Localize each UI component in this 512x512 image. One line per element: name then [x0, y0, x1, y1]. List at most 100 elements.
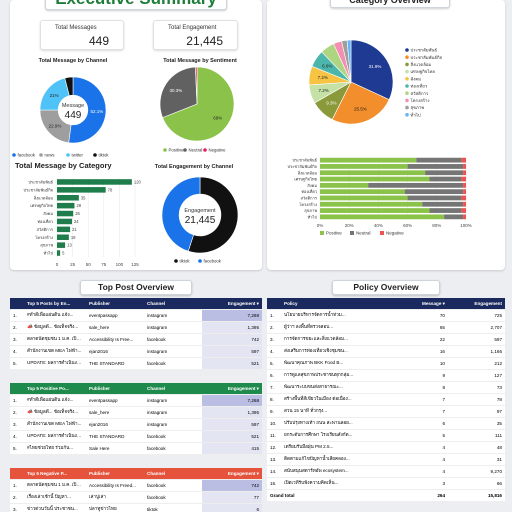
x-tick-label: 25: [70, 262, 76, 267]
table-cell: สวน 15 นาที ทั่วกรุง...: [281, 405, 391, 418]
chart-title: Total Message by Channel: [39, 58, 108, 64]
bar-segment: [320, 170, 426, 176]
bar-segment: [320, 214, 445, 220]
table-cell: UPDATE: ผลการดำเนินงาน...: [24, 357, 86, 370]
bar: [57, 226, 71, 233]
y-tick-label: โครงสร้าง: [35, 235, 53, 240]
total-row: Grand total 264 15,816: [267, 489, 505, 502]
header-row: Top 5 Positive Po... Publisher Channel Enga…: [10, 383, 262, 395]
pie-slice: [161, 176, 201, 252]
table-row: 1. ตลาดนัดชุมชน 1 ม.ค. เปิด... Accessibili…: [10, 479, 262, 492]
header-cell: [10, 383, 24, 395]
legend-label: สุขภาพ: [411, 105, 425, 111]
bar-segment: [463, 214, 466, 220]
table-cell: Accessibility Is Freed...: [86, 479, 144, 492]
slice-label: 6.6%: [322, 64, 332, 69]
header-row: Policy Message ▾ Engagement: [267, 298, 505, 310]
bar-segment: [320, 182, 369, 188]
slice-label: 21%: [50, 93, 59, 98]
bar-segment: [320, 157, 417, 163]
table-cell: 73: [448, 381, 505, 394]
table-cell: 127: [448, 369, 505, 382]
table-cell: facebook: [144, 491, 202, 504]
table-cell: 1.: [10, 479, 24, 492]
table-cell: 77: [202, 491, 262, 504]
post-table: Top 5 Positive Po... Publisher Channel Enga…: [10, 383, 262, 455]
header-cell: [267, 298, 281, 310]
table-cell: เตรียมรับมือฝุ่น PM 2.5...: [281, 441, 391, 454]
table-cell: ปรับปรุงทางเท้า ถนน สะพานลอย...: [281, 417, 391, 430]
table-cell: 742: [202, 479, 262, 492]
table-cell: 2.: [267, 321, 281, 334]
value-label: 78: [108, 187, 113, 192]
bar: [57, 179, 132, 185]
legend-label: tiktok: [180, 259, 191, 264]
header-cell: Engagement ▾: [202, 468, 262, 480]
legend-swatch: [405, 69, 409, 74]
table-cell: eventpassapp: [86, 394, 144, 407]
table-cell: ผู้ว่าฯ ลงพื้นที่ตรวจสอบ...: [281, 321, 391, 334]
table-cell: eventpassapp: [86, 309, 144, 322]
y-tick-label: ประชาสัมพันธ์กิจ: [288, 164, 317, 169]
table-cell: 12.: [267, 441, 281, 454]
x-tick-label: 100: [116, 262, 124, 267]
value-label: 5: [62, 251, 65, 256]
y-tick-label: สวัสดิการ: [36, 227, 53, 232]
table-row: 13. ติดตามแก้ไขปัญหาน้ำเสียคลอง... 4 31: [267, 453, 505, 466]
table-cell: ติดตามแก้ไขปัญหาน้ำเสียคลอง...: [281, 453, 391, 466]
bar-segment: [463, 164, 466, 169]
table-row: 6. การดูแลสุขภาพประชาชนทุกกลุ่ม... 9 127: [267, 369, 505, 382]
legend-label: ท่องเที่ยว: [411, 83, 428, 89]
table-cell: 521: [202, 357, 262, 370]
table-row: 5. พัฒนาคุณภาพ BKK Food B... 10 212: [267, 357, 505, 370]
y-tick-label: สิ่งแวดล้อม: [33, 195, 53, 200]
legend-label: เศรษฐกิจไทย: [411, 69, 436, 75]
slice-label: 69%: [213, 116, 222, 121]
table-cell: 3.: [10, 503, 24, 512]
legend-label: Neutral: [356, 231, 371, 236]
legend-swatch: [183, 148, 187, 152]
legend-label: ประชาสัมพันธ์กิจ: [411, 55, 443, 60]
table-cell: facebook: [144, 357, 202, 370]
y-tick-label: ทั่วไป: [44, 251, 54, 256]
slice-label: 7.2%: [319, 88, 329, 93]
legend-swatch: [405, 62, 409, 67]
pie-slice: [68, 76, 107, 144]
table-cell: 6: [202, 503, 262, 512]
value-label: 35: [81, 195, 86, 200]
legend-swatch: [405, 91, 409, 95]
bar-segment: [320, 176, 430, 182]
kpi-label: Total Messages: [55, 25, 97, 31]
y-tick-label: สุขภาพ: [40, 243, 53, 249]
x-tick-label: 60%: [403, 223, 412, 228]
table-cell: THE STANDARD: [86, 357, 144, 370]
y-tick-label: สิ่งแวดล้อม: [297, 170, 317, 175]
kpi-card: Total Engagement 21,445: [153, 20, 238, 50]
charts: Total Message by Channel 52.1% 22.9% 21%Mes…: [12, 39, 472, 267]
table-cell: 2.: [10, 406, 24, 419]
table-cell: นโยบายบริหารจัดการน้ำท่วม...: [281, 309, 391, 322]
legend-swatch: [405, 98, 409, 103]
y-tick-label: ทั่วไป: [308, 214, 318, 219]
table-cell: 212: [448, 357, 505, 370]
table-cell: ejan2016: [86, 345, 144, 358]
y-tick-label: เศรษฐกิจไทย: [294, 177, 317, 182]
table-cell: 📣 ข้อมูลดี... ข้อเท็จจริง...: [24, 321, 86, 334]
slice-label: 22.9%: [49, 123, 62, 128]
y-tick-label: ประชาสัมพันธ์: [28, 179, 53, 184]
table-row: 1. #ทำดีเพื่อแผ่นดิน แจ้ง... eventpassapp i…: [10, 309, 262, 322]
total-cell: 15,816: [448, 489, 505, 502]
legend-swatch: [405, 48, 409, 52]
y-tick-label: สังคม: [307, 183, 317, 188]
bar: [57, 242, 66, 248]
bar-segment: [407, 164, 464, 169]
center-value: 449: [65, 110, 82, 121]
legend-swatch: [174, 259, 178, 263]
legend-swatch: [405, 105, 409, 110]
bar-segment: [404, 189, 464, 195]
legend-label: สิ่งแวดล้อม: [410, 61, 431, 67]
legend-label: โครงสร้าง: [411, 97, 430, 103]
kpi-card: Total Messages 449: [40, 20, 124, 50]
header-cell: Channel: [144, 298, 202, 310]
